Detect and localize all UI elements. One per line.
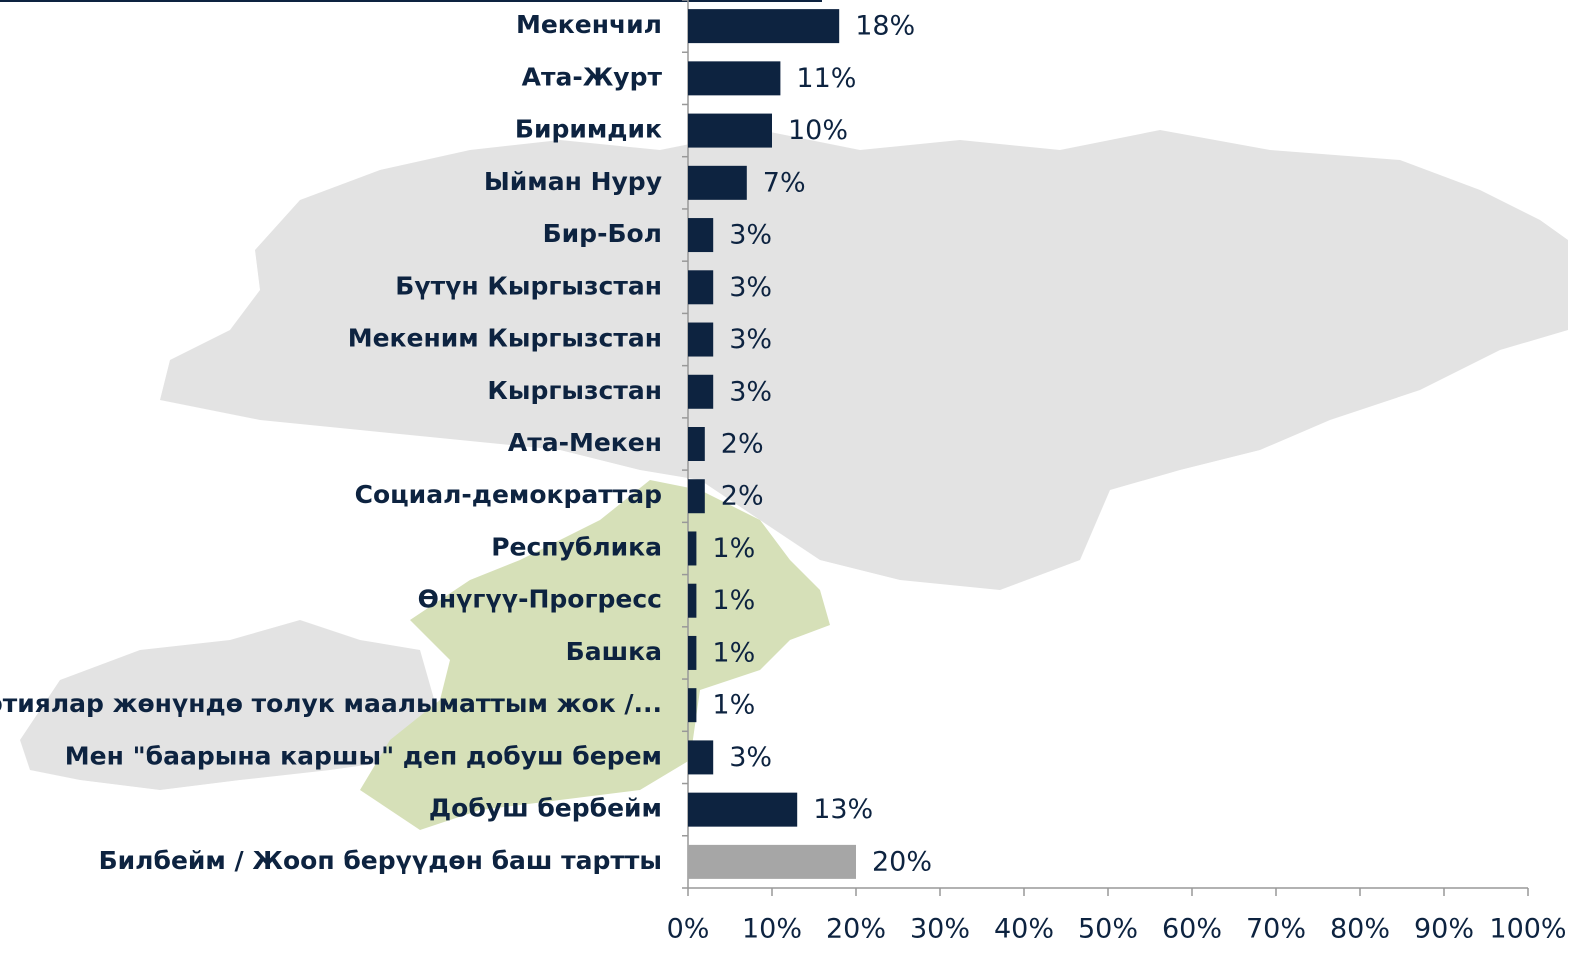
x-tick-label: 70% <box>1246 914 1306 945</box>
bar <box>688 9 840 44</box>
bar <box>688 270 714 305</box>
value-label: 2% <box>721 481 764 512</box>
value-label: 11% <box>796 63 856 94</box>
x-tick-label: 50% <box>1078 914 1138 945</box>
category-label: Кыргызстан <box>487 376 662 405</box>
category-label: Социал-демократтар <box>355 480 662 509</box>
category-label: Өнүгүү-Прогресс <box>418 585 662 614</box>
category-label: Ата-Журт <box>522 62 663 91</box>
bar <box>688 740 714 775</box>
category-label: Добуш бербейм <box>429 794 662 823</box>
value-label: 1% <box>712 637 755 668</box>
value-label: 20% <box>872 846 932 877</box>
category-label: Бир-Бол <box>543 219 662 248</box>
value-label: 7% <box>763 167 806 198</box>
category-label: Мекеним Кыргызстан <box>348 324 662 353</box>
value-label: 18% <box>855 11 915 42</box>
value-label: 3% <box>729 376 772 407</box>
value-label: 2% <box>721 429 764 460</box>
map-region <box>20 620 440 790</box>
bar <box>688 844 856 879</box>
x-tick-label: 80% <box>1330 914 1390 945</box>
category-label: Ата-Мекен <box>508 428 662 457</box>
value-label: 3% <box>729 220 772 251</box>
map-region <box>360 480 830 830</box>
category-label: Бүтүн Кыргызстан <box>395 271 662 300</box>
bar <box>688 531 697 566</box>
category-label: Партиялар жөнүндө толук маалыматтым жок … <box>0 689 662 718</box>
x-tick-label: 40% <box>994 914 1054 945</box>
category-label: Биримдик <box>515 115 662 144</box>
bar <box>688 479 705 514</box>
x-tick-label: 60% <box>1162 914 1222 945</box>
background-map <box>20 130 1568 830</box>
x-tick-label: 10% <box>742 914 802 945</box>
category-label: Республика <box>491 532 662 561</box>
value-label: 10% <box>788 115 848 146</box>
x-tick-label: 20% <box>826 914 886 945</box>
bar <box>688 583 697 618</box>
category-label: Билбейм / Жооп берүүдөн баш тартты <box>99 846 662 875</box>
category-label: Башка <box>566 637 662 666</box>
x-tick-label: 0% <box>667 914 710 945</box>
x-tick-label: 100% <box>1489 914 1566 945</box>
category-label: Ыйман Нуру <box>484 167 662 196</box>
category-label: Мекенчил <box>516 10 662 39</box>
value-label: 1% <box>712 533 755 564</box>
bar <box>688 688 697 723</box>
bar <box>688 61 781 96</box>
bar <box>688 427 705 461</box>
bar <box>688 322 714 357</box>
value-label: 1% <box>712 690 755 721</box>
bar <box>688 374 714 409</box>
value-label: 3% <box>729 324 772 355</box>
bar <box>688 165 747 200</box>
x-tick-label: 30% <box>910 914 970 945</box>
value-label: 3% <box>729 742 772 773</box>
bar <box>688 792 798 827</box>
value-label: 13% <box>813 794 873 825</box>
value-label: 1% <box>712 585 755 616</box>
category-label: Мен "баарына каршы" деп добуш берем <box>65 741 662 770</box>
bar <box>688 218 714 253</box>
map-region <box>160 130 1568 590</box>
bar <box>688 113 772 148</box>
x-tick-label: 90% <box>1414 914 1474 945</box>
value-label: 3% <box>729 272 772 303</box>
bar <box>688 635 697 670</box>
